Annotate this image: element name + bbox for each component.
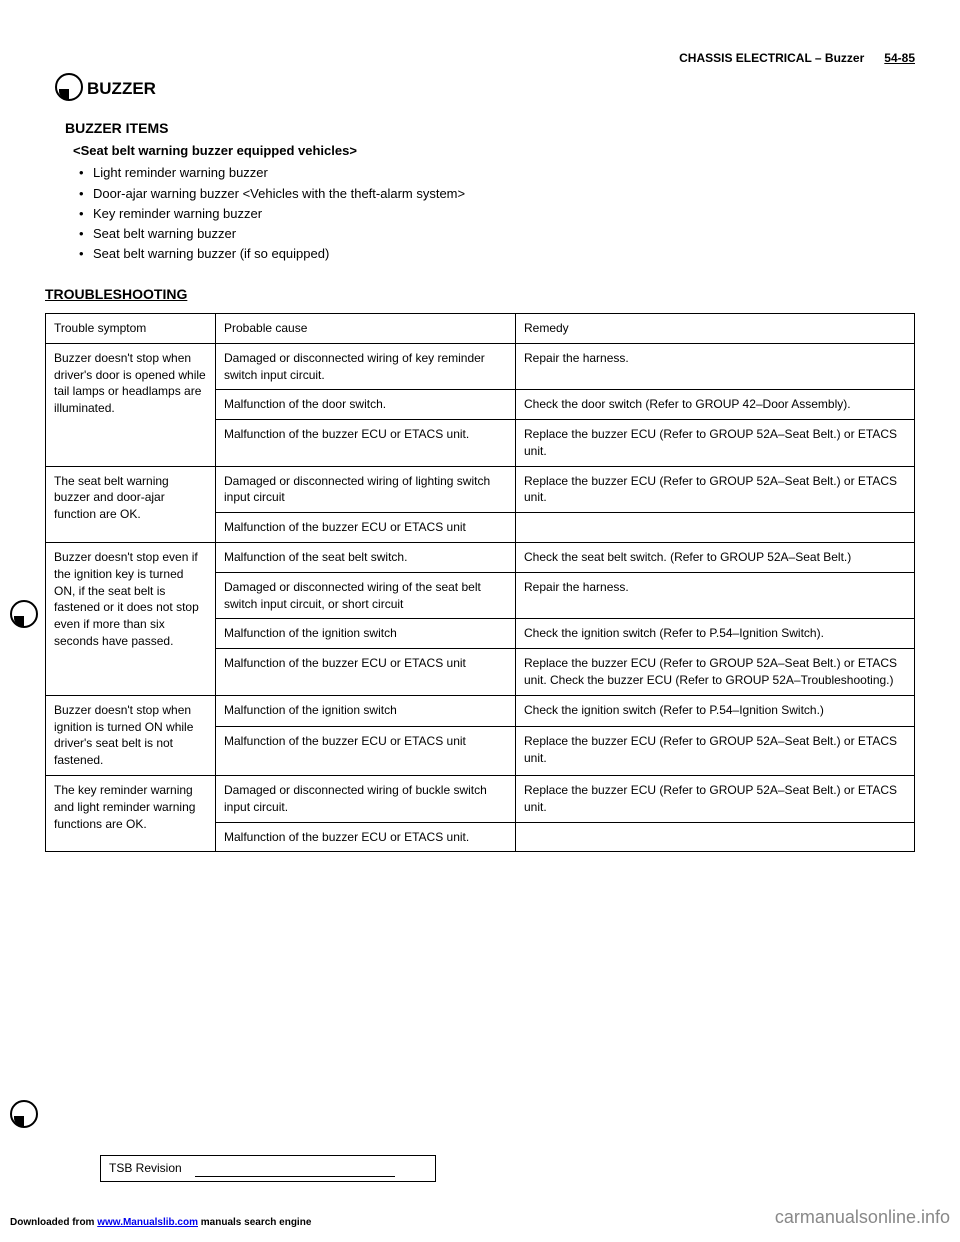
cause-cell: Malfunction of the ignition switch	[216, 695, 516, 726]
remedy-cell: Replace the buzzer ECU (Refer to GROUP 5…	[516, 649, 915, 696]
watermark: carmanualsonline.info	[775, 1205, 950, 1230]
remedy-cell: Replace the buzzer ECU (Refer to GROUP 5…	[516, 466, 915, 513]
remedy-cell: Check the ignition switch (Refer to P.54…	[516, 619, 915, 649]
cause-cell: Damaged or disconnected wiring of lighti…	[216, 466, 516, 513]
list-item: Light reminder warning buzzer	[93, 164, 915, 182]
table-row: Buzzer doesn't stop even if the ignition…	[46, 543, 915, 573]
bullet-icon	[10, 1100, 38, 1128]
remedy-cell: Check the ignition switch (Refer to P.54…	[516, 695, 915, 726]
symptom-cell: Buzzer doesn't stop even if the ignition…	[46, 543, 216, 696]
cause-cell: Malfunction of the buzzer ECU or ETACS u…	[216, 420, 516, 467]
remedy-cell: Replace the buzzer ECU (Refer to GROUP 5…	[516, 727, 915, 776]
cause-cell: Damaged or disconnected wiring of the se…	[216, 572, 516, 619]
header-chapter: CHASSIS ELECTRICAL	[679, 51, 811, 65]
table-header: Probable cause	[216, 313, 516, 343]
footer-download: Downloaded from www.Manualslib.com manua…	[10, 1216, 311, 1230]
list-item: Seat belt warning buzzer	[93, 225, 915, 243]
table-row: The seat belt warning buzzer and door-aj…	[46, 466, 915, 513]
page-number: 54-85	[884, 51, 915, 65]
list-item: Seat belt warning buzzer (if so equipped…	[93, 245, 915, 263]
main-title: BUZZER	[87, 77, 915, 101]
cause-cell: Malfunction of the buzzer ECU or ETACS u…	[216, 649, 516, 696]
cause-cell: Damaged or disconnected wiring of buckle…	[216, 776, 516, 823]
cause-cell: Malfunction of the seat belt switch.	[216, 543, 516, 573]
table-row: Buzzer doesn't stop when driver's door i…	[46, 343, 915, 390]
table-row: Buzzer doesn't stop when ignition is tur…	[46, 695, 915, 726]
remedy-cell: Repair the harness.	[516, 572, 915, 619]
remedy-cell: Replace the buzzer ECU (Refer to GROUP 5…	[516, 776, 915, 823]
cause-cell: Malfunction of the door switch.	[216, 390, 516, 420]
remedy-cell: Repair the harness.	[516, 343, 915, 390]
symptom-cell: The key reminder warning and light remin…	[46, 776, 216, 852]
remedy-cell	[516, 822, 915, 852]
cause-cell: Malfunction of the ignition switch	[216, 619, 516, 649]
download-link[interactable]: www.Manualslib.com	[97, 1217, 198, 1228]
cause-cell: Malfunction of the buzzer ECU or ETACS u…	[216, 513, 516, 543]
troubleshooting-table: Trouble symptom Probable cause Remedy Bu…	[45, 313, 915, 853]
symptom-cell: Buzzer doesn't stop when driver's door i…	[46, 343, 216, 466]
buzzer-variant: <Seat belt warning buzzer equipped vehic…	[73, 142, 915, 160]
table-header: Trouble symptom	[46, 313, 216, 343]
list-item: Key reminder warning buzzer	[93, 205, 915, 223]
remedy-cell: Replace the buzzer ECU (Refer to GROUP 5…	[516, 420, 915, 467]
troubleshooting-title: TROUBLESHOOTING	[45, 285, 915, 305]
cause-cell: Malfunction of the buzzer ECU or ETACS u…	[216, 727, 516, 776]
buzzer-items-title: BUZZER ITEMS	[65, 119, 915, 139]
bullet-icon	[10, 600, 38, 628]
remedy-cell: Check the door switch (Refer to GROUP 42…	[516, 390, 915, 420]
list-item: Door-ajar warning buzzer <Vehicles with …	[93, 185, 915, 203]
tsb-label: TSB Revision	[109, 1161, 182, 1175]
table-header: Remedy	[516, 313, 915, 343]
remedy-cell	[516, 513, 915, 543]
symptom-cell: Buzzer doesn't stop when ignition is tur…	[46, 695, 216, 775]
cause-cell: Malfunction of the buzzer ECU or ETACS u…	[216, 822, 516, 852]
table-row: The key reminder warning and light remin…	[46, 776, 915, 823]
remedy-cell: Check the seat belt switch. (Refer to GR…	[516, 543, 915, 573]
symptom-cell: The seat belt warning buzzer and door-aj…	[46, 466, 216, 542]
bullet-icon	[55, 73, 83, 101]
header-section: – Buzzer	[815, 51, 864, 65]
cause-cell: Damaged or disconnected wiring of key re…	[216, 343, 516, 390]
